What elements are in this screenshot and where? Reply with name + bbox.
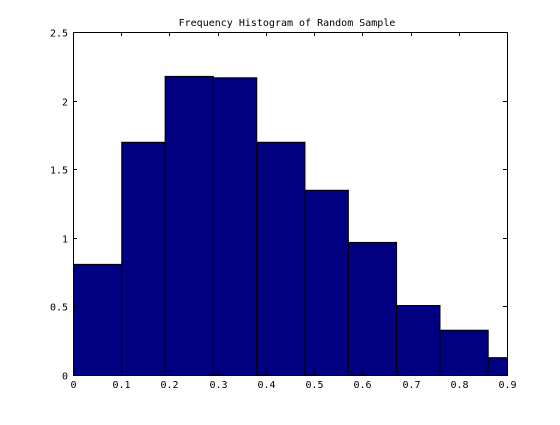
chart-title: Frequency Histogram of Random Sample: [179, 18, 396, 29]
x-tick-label: 0.3: [209, 380, 227, 391]
y-tick-label: 1.5: [50, 166, 68, 177]
x-tick-label: 0.1: [112, 380, 130, 391]
bars-layer: [73, 75, 509, 377]
x-tick-label: 0.7: [402, 380, 420, 391]
x-tick-label: 0: [70, 380, 76, 391]
x-tick-label: 0.5: [305, 380, 323, 391]
x-tick-label: 0.9: [498, 380, 516, 391]
x-tick-label: 0.4: [257, 380, 275, 391]
x-tick-label: 0.2: [160, 380, 178, 391]
x-axis: 0 0.1 0.2 0.3 0.4 0.5 0.6 0.7 0.8 0.9: [70, 32, 517, 391]
histogram-bar: [164, 75, 214, 377]
histogram-bar: [212, 77, 258, 376]
y-tick-label: 2.5: [50, 29, 68, 40]
y-axis: 0 0.5 1 1.5 2 2.5: [50, 29, 507, 383]
y-tick-label: 2: [62, 98, 68, 109]
y-tick-label: 1: [62, 235, 68, 246]
histogram-bar: [439, 329, 489, 376]
histogram-bar: [487, 357, 509, 377]
histogram-bar: [73, 263, 123, 377]
x-tick-label: 0.8: [450, 380, 468, 391]
histogram-bar: [121, 141, 166, 376]
y-tick-label: 0.5: [50, 303, 68, 314]
y-tick-label: 0: [62, 372, 68, 383]
axes-frame: [73, 32, 508, 376]
histogram-bar: [347, 241, 398, 376]
histogram-bar: [256, 141, 306, 376]
histogram-bar: [396, 305, 441, 377]
histogram-bar: [304, 189, 349, 376]
x-tick-label: 0.6: [353, 380, 371, 391]
